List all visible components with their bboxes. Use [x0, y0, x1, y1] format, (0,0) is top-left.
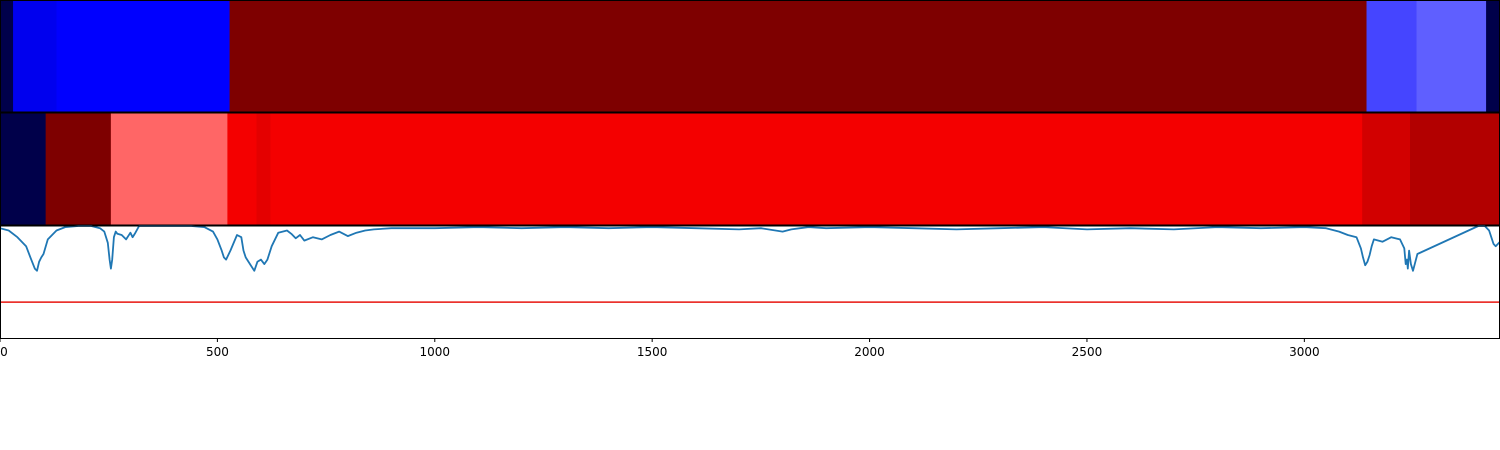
x-tick-label-1500: 1500	[637, 345, 668, 359]
x-tick-label-500: 500	[206, 345, 229, 359]
x-axis: 0 500 1000 1500 2000 2500 3000	[0, 338, 1320, 359]
middle-heatmap-cell-4	[256, 113, 271, 225]
top-heatmap-cell-3	[229, 1, 1368, 112]
x-tick-label-0: 0	[0, 345, 8, 359]
middle-heatmap-cell-1	[45, 113, 112, 225]
middle-heatmap-cell-0	[0, 113, 47, 225]
top-heatmap-cell-0	[0, 1, 14, 112]
x-tick-label-2500: 2500	[1072, 345, 1103, 359]
top-heatmap-cell-4	[1366, 1, 1418, 112]
heatmap-top	[0, 1, 1500, 112]
middle-heatmap-cell-2	[110, 113, 228, 225]
series-line	[0, 225, 1500, 272]
x-tick-label-3000: 3000	[1289, 345, 1320, 359]
top-heatmap-cell-5	[1416, 1, 1487, 112]
line-panel-frame	[0, 225, 1500, 339]
top-heatmap-cell-6	[1486, 1, 1500, 112]
heatmap-middle	[0, 113, 1500, 225]
middle-heatmap-cell-7	[1410, 113, 1500, 225]
top-heatmap-cell-2	[56, 1, 231, 112]
middle-heatmap-cell-6	[1362, 113, 1411, 225]
top-heatmap-cell-1	[13, 1, 58, 112]
middle-heatmap-cell-5	[270, 113, 1363, 225]
x-tick-label-2000: 2000	[854, 345, 885, 359]
x-tick-label-1000: 1000	[420, 345, 451, 359]
line-panel	[0, 225, 1500, 303]
middle-heatmap-cell-3	[227, 113, 258, 225]
